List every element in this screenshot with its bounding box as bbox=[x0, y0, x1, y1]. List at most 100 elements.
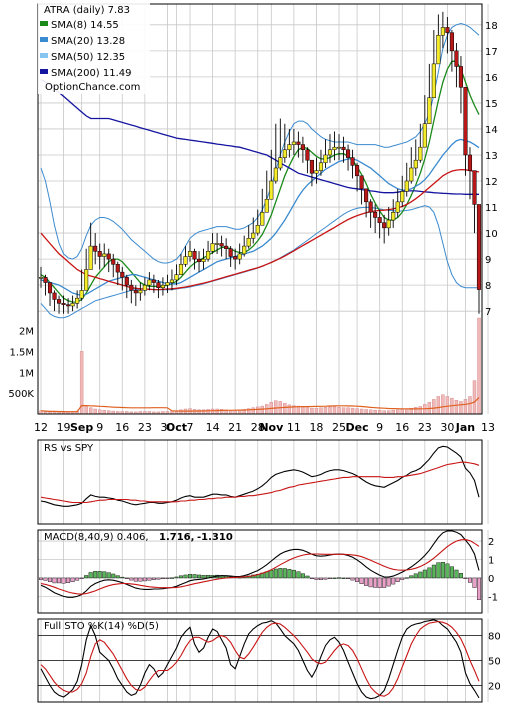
candle-body bbox=[449, 32, 454, 52]
x-tick-label: Oct bbox=[166, 421, 187, 434]
macd-histogram-bar bbox=[454, 569, 459, 579]
macd-histogram-bar bbox=[300, 573, 305, 579]
candle-body bbox=[219, 243, 224, 247]
volume-bar bbox=[93, 408, 97, 415]
price-frame bbox=[37, 3, 483, 415]
volume-bar bbox=[337, 407, 341, 415]
candle-body bbox=[147, 279, 152, 286]
macd-histogram-bar bbox=[156, 577, 161, 580]
macd-histogram-bar bbox=[75, 577, 80, 581]
macd-histogram-bar bbox=[133, 577, 138, 582]
macd-histogram-bar bbox=[188, 574, 193, 579]
rs-ma-line bbox=[40, 461, 480, 504]
moving-averages bbox=[40, 60, 480, 303]
macd-histogram-bar bbox=[422, 569, 427, 579]
x-tick-label: 30 bbox=[440, 421, 454, 434]
candle-body bbox=[160, 284, 165, 288]
volume-bar bbox=[386, 410, 391, 415]
volume-bar bbox=[260, 405, 264, 415]
volume-bar bbox=[432, 399, 436, 415]
volume-bar bbox=[373, 410, 377, 415]
candle-body bbox=[359, 175, 364, 190]
candle-body bbox=[454, 50, 459, 67]
candle-body bbox=[467, 154, 473, 171]
volume-bar bbox=[355, 408, 359, 415]
volume-bar bbox=[441, 394, 445, 415]
x-tick-label: 18 bbox=[309, 421, 323, 434]
volume-bar bbox=[274, 400, 278, 415]
macd-tick-label: -1 bbox=[488, 592, 498, 603]
price-tick-label: 13 bbox=[485, 151, 498, 162]
x-tick-label: 23 bbox=[418, 421, 432, 434]
price-tick-label: 15 bbox=[485, 99, 498, 110]
candle-body bbox=[409, 167, 414, 182]
candle-body bbox=[174, 274, 179, 281]
candle-body bbox=[97, 251, 102, 257]
sto-tick-label: 20 bbox=[488, 681, 501, 692]
macd-histogram-bar bbox=[440, 561, 445, 579]
candle-body bbox=[305, 149, 310, 161]
x-tick-label: 14 bbox=[206, 421, 220, 434]
macd-histogram-bar bbox=[355, 577, 360, 582]
macd-histogram-bar bbox=[449, 566, 454, 579]
candle-body bbox=[102, 253, 107, 257]
candle-body bbox=[282, 149, 287, 158]
sma-line bbox=[40, 60, 480, 303]
volume-bar bbox=[206, 409, 210, 415]
macd-histogram-bar bbox=[61, 577, 66, 584]
sto-tick-label: 80 bbox=[488, 632, 501, 643]
candle-body bbox=[264, 198, 269, 213]
macd-histogram-bar bbox=[445, 563, 450, 579]
volume-bar bbox=[215, 408, 219, 415]
candle-body bbox=[382, 222, 387, 229]
volume-bar bbox=[102, 410, 106, 415]
macd-signal-value: 1.716, bbox=[159, 532, 194, 543]
macd-histogram-bar bbox=[106, 572, 111, 579]
candle-body bbox=[291, 141, 296, 145]
macd-histogram-bar bbox=[197, 574, 202, 579]
volume-bar bbox=[405, 408, 409, 415]
x-tick-label: 9 bbox=[376, 421, 383, 434]
x-tick-label: 25 bbox=[332, 421, 346, 434]
candle-body bbox=[138, 290, 143, 294]
volume-bar bbox=[368, 409, 373, 415]
macd-histogram-bar bbox=[287, 569, 292, 579]
macd-histogram-bar bbox=[269, 569, 274, 579]
candle-body bbox=[93, 245, 98, 252]
macd-histogram-bar bbox=[386, 577, 391, 587]
bollinger-lower-line bbox=[40, 205, 479, 319]
x-tick-label: 30 bbox=[160, 421, 174, 434]
price-tick-label: 16 bbox=[485, 73, 498, 84]
candle-body bbox=[395, 201, 400, 213]
candle-body bbox=[314, 170, 319, 174]
candle-body bbox=[296, 141, 301, 145]
x-tick-label: 21 bbox=[228, 421, 242, 434]
macd-histogram-bar bbox=[192, 574, 197, 579]
candle-body bbox=[38, 277, 44, 279]
macd-tick-label: 0 bbox=[488, 574, 494, 585]
candle-body bbox=[178, 264, 184, 275]
candle-body bbox=[142, 284, 147, 291]
candle-body bbox=[287, 144, 292, 151]
volume-ma-line bbox=[40, 396, 480, 413]
candle-body bbox=[133, 290, 138, 294]
macd-histogram-bar bbox=[382, 577, 387, 588]
price-tick-label: 11 bbox=[485, 203, 498, 214]
volume-bar bbox=[84, 405, 88, 415]
macd-panel: 2 1 0 -1 bbox=[38, 530, 498, 613]
macd-histogram-bar bbox=[296, 571, 301, 579]
macd-histogram-bar bbox=[142, 577, 147, 582]
price-tick-label: 7 bbox=[485, 307, 491, 318]
macd-histogram-bar bbox=[467, 577, 472, 583]
legend-sma8: SMA(8) 14.55 bbox=[51, 20, 119, 31]
candlesticks bbox=[38, 11, 482, 314]
candle-body bbox=[418, 146, 423, 161]
macd-histogram-bar bbox=[178, 575, 183, 579]
macd-histogram-bar bbox=[115, 575, 120, 579]
macd-histogram-bar bbox=[377, 577, 382, 588]
macd-histogram-bar bbox=[138, 577, 143, 582]
macd-histogram-bar bbox=[314, 577, 319, 580]
price-grid bbox=[38, 4, 489, 414]
volume-bar bbox=[454, 400, 459, 415]
